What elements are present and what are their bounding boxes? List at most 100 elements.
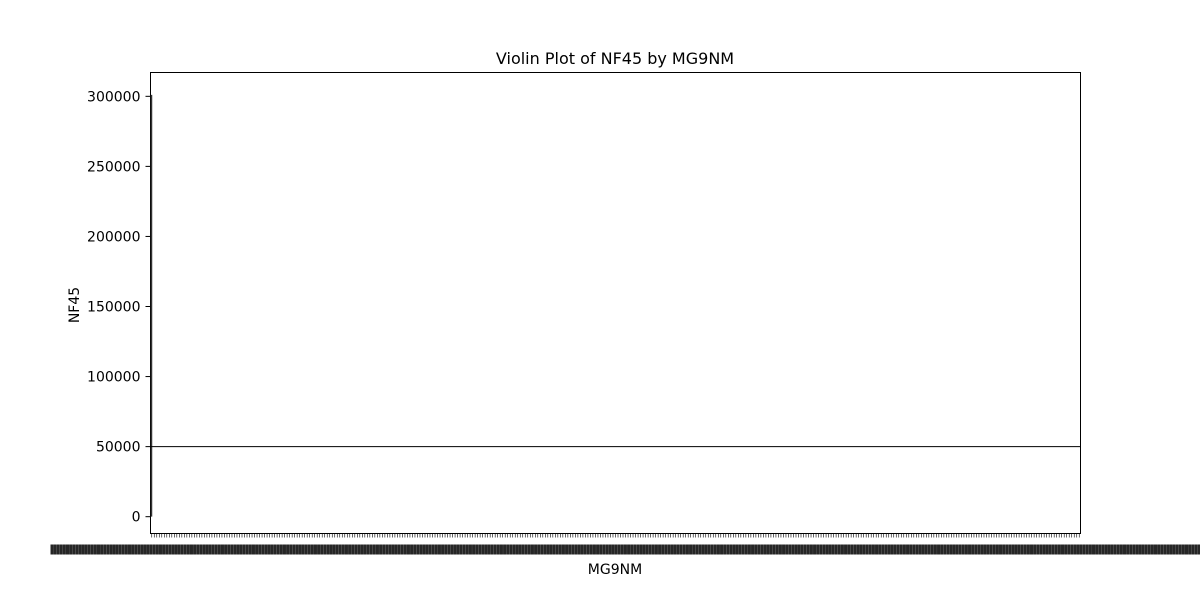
x-axis [51,534,1200,555]
x-tick-label [286,545,289,555]
x-tick-label [1182,545,1185,555]
x-tick-label [289,545,292,555]
x-tick-label [540,545,543,555]
x-tick-label [584,545,587,555]
x-tick-label [85,545,88,555]
x-tick-label [915,545,918,555]
x-tick-label [1086,545,1089,555]
x-tick-label [475,545,478,555]
x-tick-label [1008,545,1011,555]
y-tick-label: 0 [132,510,141,526]
x-tick-label [1070,545,1073,555]
x-tick-label [754,545,757,555]
x-tick-label [962,545,965,555]
x-tick-label [977,545,980,555]
x-tick-label [57,545,60,555]
x-tick-label [593,545,596,555]
x-tick-label [432,545,435,555]
x-tick-label [608,545,611,555]
x-tick-label [271,545,274,555]
x-tick-label [801,545,804,555]
x-tick-label [469,545,472,555]
x-tick-label [410,545,413,555]
x-tick-label [165,545,168,555]
x-tick-label [900,545,903,555]
x-tick-label [460,545,463,555]
x-tick-label [1101,545,1104,555]
x-tick-label [537,545,540,555]
x-tick-label [959,545,962,555]
x-tick-label [646,545,649,555]
x-tick-label [875,545,878,555]
x-tick-label [497,545,500,555]
x-tick-label [918,545,921,555]
x-tick-label [478,545,481,555]
x-tick-label [481,545,484,555]
x-tick-label [398,545,401,555]
x-tick-label [404,545,407,555]
x-tick-label [869,545,872,555]
x-tick-label [881,545,884,555]
x-tick-label [686,545,689,555]
x-tick-label [1042,545,1045,555]
x-tick-label [500,545,503,555]
x-tick-label [302,545,305,555]
x-tick-label [531,545,534,555]
x-tick-label [984,545,987,555]
x-tick-label [1067,545,1070,555]
x-tick-label [1151,545,1154,555]
x-tick-label [953,545,956,555]
y-tick-label: 200000 [87,229,140,245]
x-tick-label [209,545,212,555]
x-tick-label [1176,545,1179,555]
x-tick-label [91,545,94,555]
y-tick-label: 300000 [87,89,140,105]
x-tick-label [1135,545,1138,555]
x-tick-label [348,545,351,555]
x-tick-label [150,545,153,555]
x-tick-label [292,545,295,555]
x-tick-label [860,545,863,555]
x-tick-label [819,545,822,555]
x-tick-label [717,545,720,555]
x-tick-label [931,545,934,555]
x-tick-label [894,545,897,555]
x-tick-label [240,545,243,555]
x-tick-label [528,545,531,555]
x-tick-label [680,545,683,555]
x-tick-label [379,545,382,555]
x-tick-label [940,545,943,555]
x-tick-label [599,545,602,555]
x-tick-label [66,545,69,555]
x-tick-label [1104,545,1107,555]
x-tick-label [739,545,742,555]
x-tick-label [305,545,308,555]
x-tick-label [878,545,881,555]
x-tick-label [364,545,367,555]
x-tick-label [829,545,832,555]
x-tick-label [1077,545,1080,555]
x-tick-label [832,545,835,555]
y-tick-label: 150000 [87,300,140,316]
x-tick-label [227,545,230,555]
x-tick-label [798,545,801,555]
x-tick-label [1064,545,1067,555]
x-tick-label [1160,545,1163,555]
x-tick-label [1166,545,1169,555]
x-tick-label [193,545,196,555]
x-tick-label [667,545,670,555]
x-tick-label [767,545,770,555]
x-tick-label [388,545,391,555]
x-tick-label [1154,545,1157,555]
x-tick-label [370,545,373,555]
x-tick-label [140,545,143,555]
x-tick-label [990,545,993,555]
x-tick-label [906,545,909,555]
x-tick-label [236,545,239,555]
x-tick-label [329,545,332,555]
x-tick-label [779,545,782,555]
x-tick-label [131,545,134,555]
x-tick-label [1185,545,1188,555]
